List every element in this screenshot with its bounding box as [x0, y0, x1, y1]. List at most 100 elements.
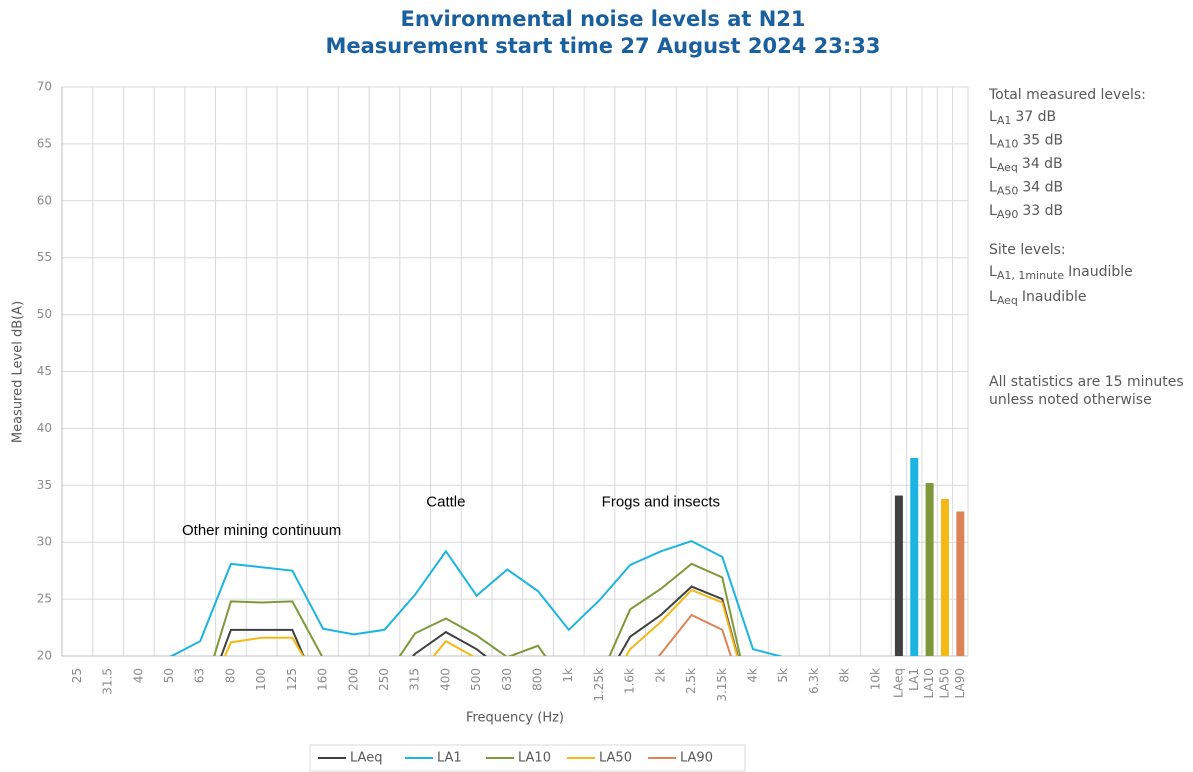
note-level: LAeq 34 dB	[989, 156, 1063, 174]
note-sub: Aeq	[997, 161, 1018, 174]
x-tick-label: LAeq	[891, 668, 905, 698]
note-level: LA1, 1minute Inaudible	[989, 264, 1133, 282]
series-line	[213, 600, 323, 656]
note-sub: A1	[997, 114, 1012, 127]
x-tick-label: LA50	[937, 668, 951, 698]
note-text: 35 dB	[1022, 133, 1063, 149]
note-heading: Site levels:	[989, 242, 1066, 258]
series-line	[169, 539, 784, 656]
x-tick-label: 315	[408, 668, 422, 691]
note-level: LA10 35 dB	[989, 133, 1063, 151]
x-tick-label: 160	[316, 668, 330, 691]
x-tick-label: 630	[500, 668, 514, 691]
x-tick-label: 1k	[561, 668, 575, 683]
note-text: Inaudible	[1022, 289, 1087, 305]
chart-subtitle: Measurement start time 27 August 2024 23…	[325, 34, 880, 58]
footnote: All statistics are 15 minutes	[989, 374, 1184, 390]
note-symbol: L	[989, 180, 997, 196]
x-axis-label: Frequency (Hz)	[466, 711, 564, 726]
series-line	[398, 562, 742, 656]
x-tick-label: 10k	[868, 668, 882, 690]
y-tick-label: 40	[37, 421, 52, 435]
y-tick-label: 20	[37, 649, 52, 663]
x-tick-label: 250	[377, 668, 391, 691]
legend-label: LA50	[599, 751, 632, 766]
legend-label: LA90	[680, 751, 713, 766]
y-tick-label: 55	[37, 250, 52, 264]
note-sub: A90	[997, 208, 1019, 221]
x-tick-label: 5k	[776, 668, 790, 683]
x-tick-label: 1.25k	[592, 668, 606, 702]
y-tick-label: 30	[37, 535, 52, 549]
note-level: LA90 33 dB	[989, 203, 1063, 221]
y-tick-label: 65	[37, 136, 52, 150]
annotation: Frogs and insects	[602, 493, 720, 510]
bar	[925, 483, 934, 656]
x-tick-label: 80	[223, 668, 237, 683]
note-symbol: L	[989, 289, 997, 305]
x-tick-label: LA90	[953, 668, 967, 698]
x-tick-label: 1.6k	[623, 668, 637, 694]
note-text: 33 dB	[1022, 203, 1063, 219]
bar	[894, 495, 903, 656]
x-tick-label: 125	[285, 668, 299, 691]
x-tick-label: LA10	[922, 668, 936, 698]
legend-label: LAeq	[350, 751, 382, 766]
x-tick-label: 31.5	[101, 668, 115, 695]
note-sub: Aeq	[997, 294, 1018, 307]
x-tick-label: 500	[469, 668, 483, 691]
x-tick-label: 800	[531, 668, 545, 691]
note-text: 34 dB	[1022, 156, 1063, 172]
x-tick-label: 100	[254, 668, 268, 691]
note-symbol: L	[989, 133, 997, 149]
x-tick-label: 400	[438, 668, 452, 691]
bar	[940, 498, 949, 656]
legend-box	[309, 744, 746, 772]
x-tick-label: 63	[193, 668, 207, 683]
series-line	[223, 636, 305, 656]
y-tick-label: 45	[37, 364, 52, 378]
annotation: Other mining continuum	[182, 522, 341, 539]
y-tick-label: 50	[37, 307, 52, 321]
x-tick-label: 8k	[838, 668, 852, 683]
bar	[956, 511, 965, 656]
note-symbol: L	[989, 203, 997, 219]
note-level: LA1 37 dB	[989, 109, 1056, 127]
note-sub: A1, 1minute	[997, 269, 1065, 282]
x-tick-label: 4k	[746, 668, 760, 683]
y-tick-label: 25	[37, 592, 52, 606]
series-line	[625, 588, 739, 656]
legend-label: LA1	[437, 751, 462, 766]
note-symbol: L	[989, 264, 997, 280]
x-tick-label: 40	[131, 668, 145, 683]
plot-lines	[169, 539, 784, 656]
annotation: Cattle	[426, 493, 465, 510]
series-line	[657, 613, 732, 656]
note-level: LAeq Inaudible	[989, 289, 1087, 307]
x-tick-label: 2k	[653, 668, 667, 683]
legend-label: LA10	[518, 751, 551, 766]
x-tick-label: LA1	[907, 668, 921, 691]
series-line	[432, 639, 475, 656]
note-text: 34 dB	[1022, 180, 1063, 196]
y-axis-label: Measured Level dB(A)	[11, 301, 26, 443]
footnote: unless noted otherwise	[989, 392, 1152, 408]
x-tick-label: 200	[346, 668, 360, 691]
bar	[910, 457, 919, 656]
note-text: Inaudible	[1068, 264, 1133, 280]
note-sub: A10	[997, 138, 1019, 151]
note-sub: A50	[997, 185, 1019, 198]
series-line	[411, 630, 488, 656]
y-tick-label: 35	[37, 478, 52, 492]
x-tick-label: 2.5k	[684, 668, 698, 694]
note-symbol: L	[989, 109, 997, 125]
chart-title: Environmental noise levels at N21	[400, 7, 805, 31]
y-tick-label: 70	[37, 80, 52, 94]
note-text: 37 dB	[1015, 109, 1056, 125]
y-tick-label: 60	[37, 193, 52, 207]
x-tick-label: 3.15k	[715, 668, 729, 702]
x-tick-label: 50	[162, 668, 176, 683]
x-tick-label: 6.3k	[807, 668, 821, 694]
note-symbol: L	[989, 156, 997, 172]
